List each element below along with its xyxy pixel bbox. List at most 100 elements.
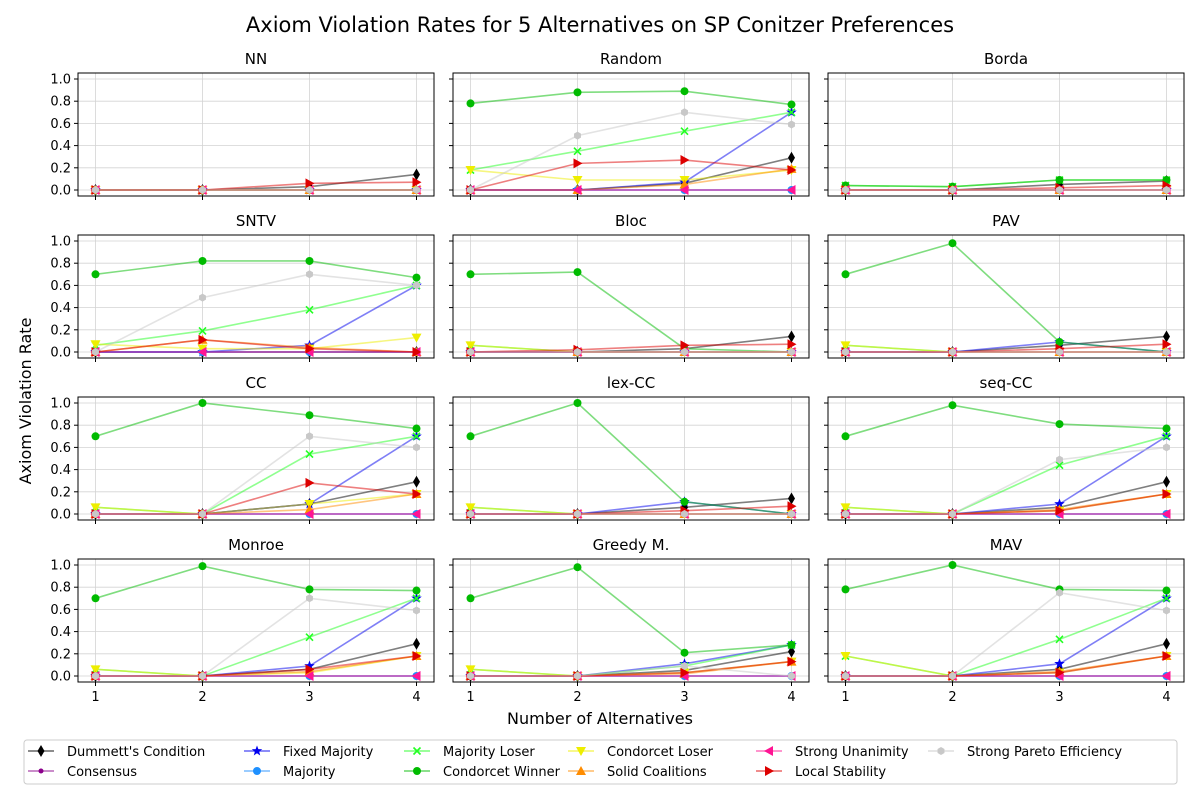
series-line (845, 435, 1167, 515)
y-tick-label: 0.8 (50, 419, 71, 434)
series-6 (91, 256, 421, 282)
data-point (840, 341, 851, 351)
series-6 (841, 561, 1171, 595)
data-point (306, 432, 313, 441)
series-11 (842, 443, 1170, 518)
data-point (466, 270, 475, 279)
data-point (413, 606, 420, 615)
data-point (1161, 509, 1171, 519)
data-point (1055, 420, 1064, 429)
series-line (845, 643, 1167, 677)
series-line (845, 655, 1167, 677)
legend-label: Consensus (67, 765, 137, 780)
data-point (1055, 505, 1065, 516)
panel-title: lex-CC (607, 374, 655, 392)
data-point (948, 239, 957, 248)
data-point (573, 563, 582, 572)
series-11 (842, 588, 1170, 680)
legend-entry: Solid Coalitions (568, 765, 707, 780)
series-line (845, 242, 1167, 353)
data-point (304, 671, 314, 681)
data-point (412, 347, 422, 357)
y-tick-label: 0.0 (50, 184, 71, 199)
data-point (680, 648, 689, 657)
data-point (465, 665, 476, 675)
data-point (1054, 498, 1065, 509)
series-line (470, 402, 792, 515)
data-point (948, 401, 957, 410)
series-line (95, 284, 417, 347)
data-point (465, 341, 476, 351)
data-point (840, 652, 851, 662)
data-point (788, 151, 795, 164)
x-tick-label: 2 (573, 690, 581, 705)
y-tick-label: 1.0 (50, 235, 71, 250)
data-point (197, 344, 208, 354)
panel-frame (827, 396, 1185, 521)
data-point (305, 664, 315, 675)
data-point (304, 509, 314, 519)
series-line (470, 111, 792, 171)
panel-frame (77, 234, 435, 359)
x-tick-label: 4 (787, 690, 795, 705)
series-line (845, 591, 1167, 677)
panel-frame (452, 558, 810, 683)
series-3 (840, 430, 1172, 519)
data-point (467, 348, 474, 356)
series-line (95, 493, 417, 515)
data-point (681, 662, 688, 671)
data-point (573, 399, 582, 407)
data-point (574, 131, 581, 140)
series-line (470, 159, 792, 191)
data-point (1055, 635, 1064, 644)
series-11 (92, 186, 420, 194)
data-point (574, 672, 581, 680)
data-point (92, 672, 99, 680)
x-tick-label: 3 (680, 690, 688, 705)
series-line (845, 446, 1167, 515)
y-tick-label: 1.0 (50, 397, 71, 412)
series-6 (466, 399, 796, 518)
series-11 (92, 594, 420, 680)
data-point (1162, 594, 1171, 603)
series-5 (466, 108, 796, 175)
y-tick-label: 0.6 (50, 279, 71, 294)
series-line (470, 111, 792, 191)
data-point (788, 348, 795, 356)
panel-1: NN 0.0 0.2 0.4 0.6 0.8 1.0 (50, 50, 435, 200)
legend-label: Condorcet Winner (443, 765, 561, 780)
series-6 (466, 87, 796, 109)
series-line (470, 660, 792, 677)
data-point (1055, 338, 1064, 347)
data-point (842, 348, 849, 356)
panel-title: MAV (990, 536, 1023, 554)
data-point (467, 672, 474, 680)
data-point (305, 256, 314, 265)
panel-frame (77, 72, 435, 197)
x-tick-label: 1 (841, 690, 849, 705)
series-line (470, 90, 792, 106)
panel-12: MAV 1 2 3 4 (824, 536, 1185, 705)
legend-entry: Condorcet Winner (404, 765, 561, 780)
data-point (787, 165, 797, 176)
series-3 (840, 592, 1172, 681)
series-11 (467, 348, 795, 356)
series-line (95, 565, 417, 600)
legend-label: Majority (283, 765, 336, 780)
data-point (787, 640, 796, 649)
data-point (198, 334, 208, 345)
data-point (465, 166, 476, 176)
data-point (199, 293, 206, 302)
panel-frame (77, 396, 435, 521)
y-tick-label: 0.2 (50, 647, 71, 662)
data-point (573, 268, 582, 277)
y-tick-label: 0.2 (50, 485, 71, 500)
y-tick-label: 0.4 (50, 463, 71, 478)
data-point (787, 656, 797, 667)
data-point (304, 660, 315, 671)
series-line (95, 338, 417, 353)
series-1 (842, 330, 1170, 358)
data-point (467, 186, 474, 194)
